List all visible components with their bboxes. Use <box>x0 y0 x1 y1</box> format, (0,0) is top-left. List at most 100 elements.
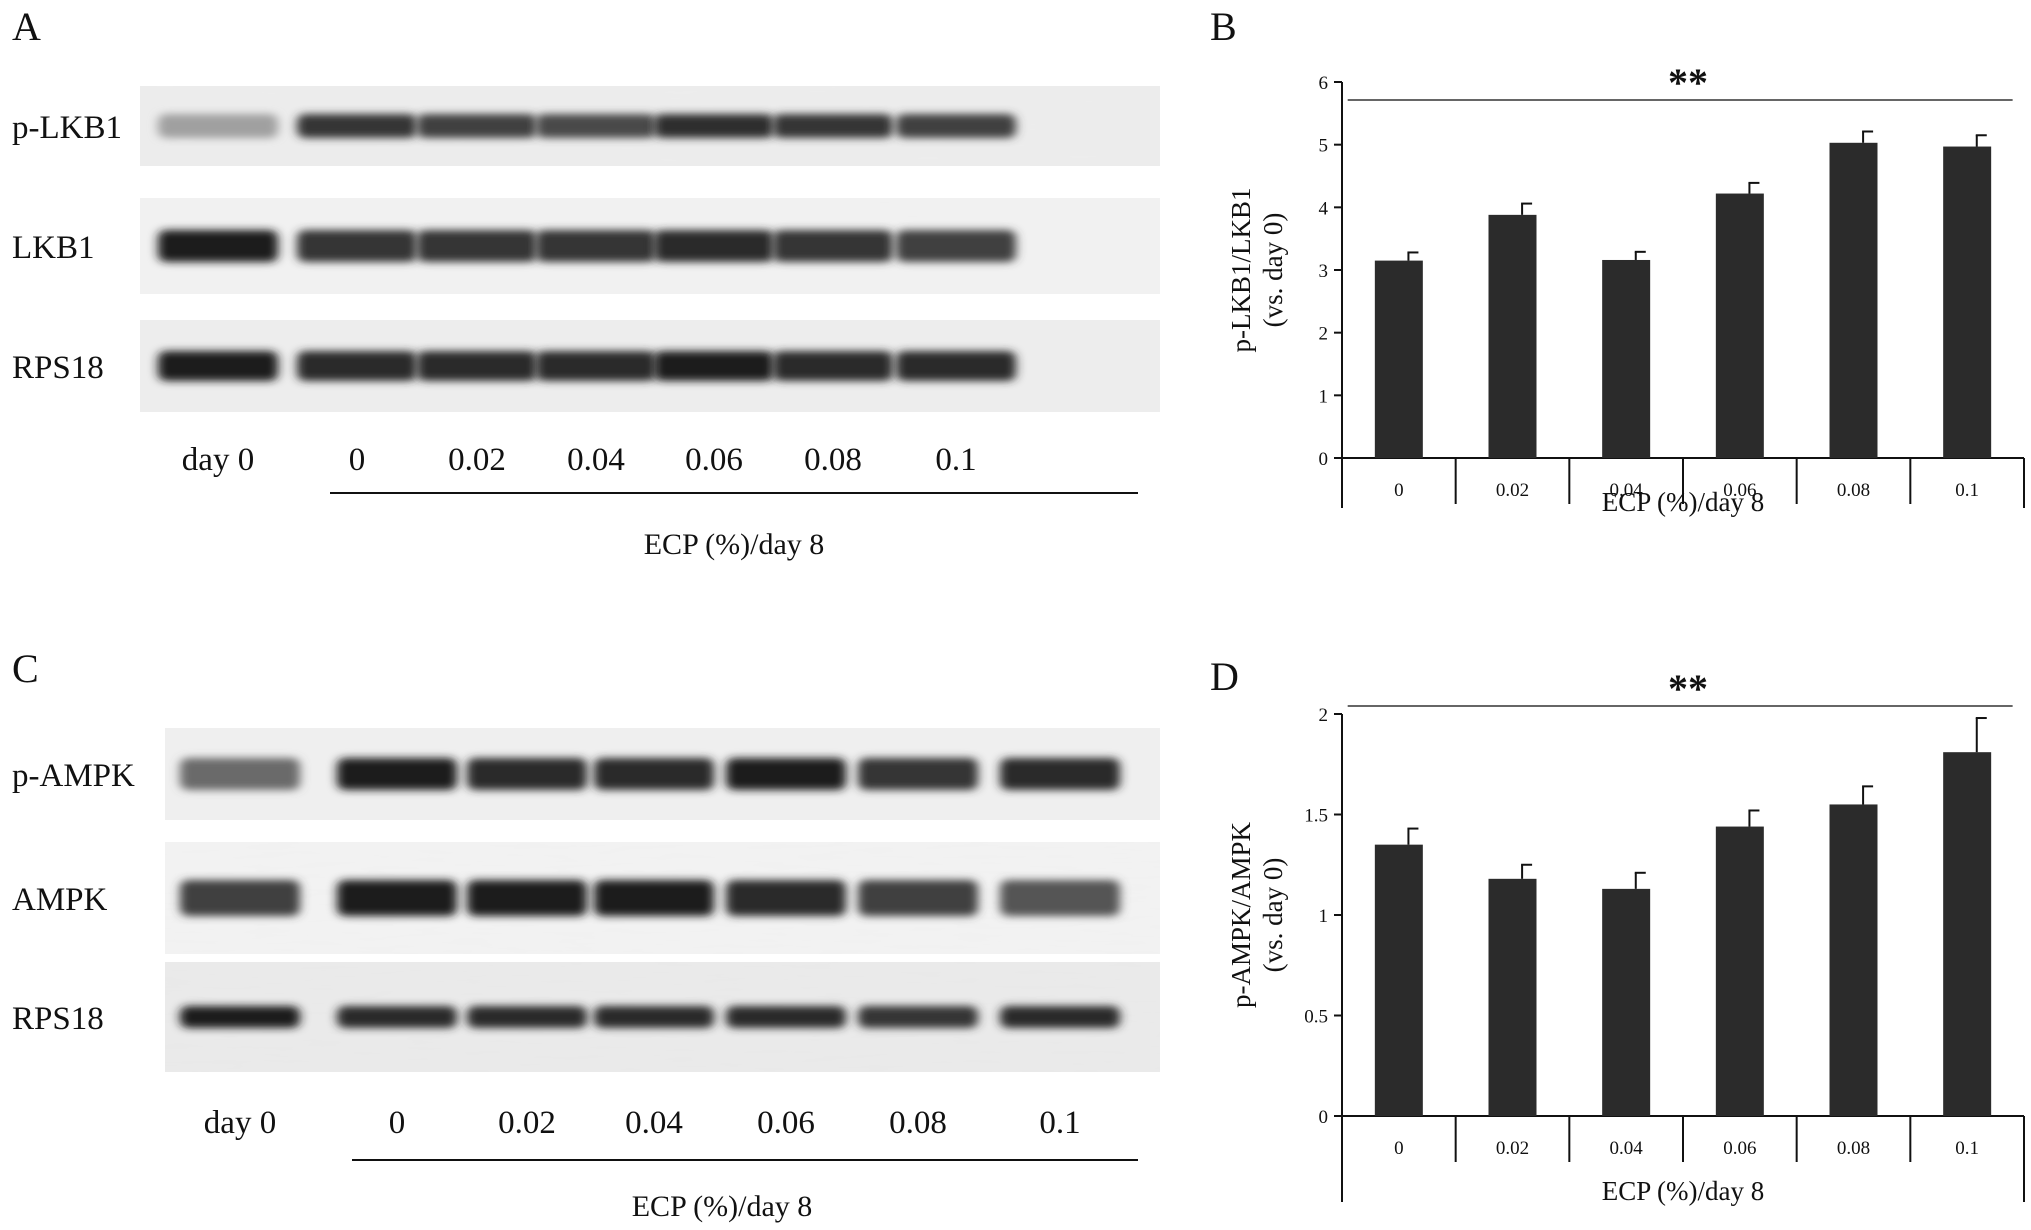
bar <box>1374 260 1423 458</box>
x-category-label: 0.06 <box>1723 1138 1756 1159</box>
bar <box>1488 878 1537 1116</box>
lane-label: 0.1 <box>1039 1105 1080 1141</box>
bar <box>1374 844 1423 1116</box>
blot-band <box>536 230 656 262</box>
lane-label: 0.08 <box>804 442 862 478</box>
y-axis-label-line: p-AMPK/AMPK <box>1226 821 1256 1008</box>
blot-band <box>158 114 278 138</box>
x-category-label: 0 <box>1394 480 1404 501</box>
x-category-label: 0.04 <box>1610 1138 1644 1159</box>
ecp-group-label-bottom: ECP (%)/day 8 <box>632 1190 813 1223</box>
lane-label: 0.04 <box>625 1105 683 1141</box>
lane-label: 0.06 <box>685 442 743 478</box>
blot-band <box>594 1006 714 1028</box>
x-axis-label: ECP (%)/day 8 <box>1602 1176 1764 1206</box>
x-axis-label: ECP (%)/day 8 <box>1602 487 1764 517</box>
bar <box>1715 193 1764 458</box>
lane-label: 0 <box>389 1105 406 1141</box>
y-tick-label: 1 <box>1319 906 1329 927</box>
y-tick-label: 1.5 <box>1304 806 1328 827</box>
blot-band <box>180 1006 300 1028</box>
x-category-label: 0.02 <box>1496 480 1529 501</box>
blot-band <box>467 1006 587 1028</box>
blot-band <box>337 880 457 916</box>
blot-band <box>654 351 774 381</box>
blot-band <box>158 351 278 381</box>
bar <box>1488 214 1537 458</box>
western-blot-bottom: p-AMPK AMPK RPS18 day 0 0 0.02 0.04 0.06 0.08 0.… <box>12 728 1160 1223</box>
bar <box>1829 142 1878 458</box>
western-blot-top: p-LKB1 LKB1 RPS18 day 0 0 0.02 0.04 0.06 0.08 0.… <box>12 86 1160 561</box>
blot-band <box>417 230 537 262</box>
blot-band <box>417 114 537 138</box>
y-tick-label: 3 <box>1319 261 1329 282</box>
blot-band <box>297 114 417 138</box>
blot-band <box>654 114 774 138</box>
y-tick-label: 0.5 <box>1304 1007 1328 1028</box>
blot-row-p-lkb1: p-LKB1 <box>12 86 1160 166</box>
lane-label: day 0 <box>204 1105 276 1141</box>
blot-label-ampk: AMPK <box>12 882 108 918</box>
y-tick-label: 0 <box>1319 1107 1329 1128</box>
significance-marker: ** <box>1668 60 1708 105</box>
y-tick-label: 2 <box>1319 705 1329 726</box>
bar <box>1829 804 1878 1116</box>
blot-band <box>180 758 300 790</box>
ecp-group-label-top: ECP (%)/day 8 <box>644 528 825 561</box>
y-tick-label: 4 <box>1319 198 1329 219</box>
lane-label: 0.06 <box>757 1105 815 1141</box>
blot-band <box>773 114 893 138</box>
blot-row-p-ampk: p-AMPK <box>12 728 1160 820</box>
x-category-label: 0.1 <box>1955 480 1979 501</box>
lane-label: 0.1 <box>935 442 976 478</box>
panel-letter-d: D <box>1210 654 1239 699</box>
blot-band <box>297 351 417 381</box>
blot-band <box>726 758 846 790</box>
bar-chart-d: 0 0.5 1 1.5 2 0 0.02 0.04 0.06 0.08 0.1 ** p-AMPK/AM… <box>1226 666 2025 1206</box>
blot-band <box>773 230 893 262</box>
y-axis-label-line: (vs. day 0) <box>1258 858 1288 973</box>
blot-band <box>594 758 714 790</box>
y-tick-label: 2 <box>1319 324 1329 345</box>
blot-band <box>1000 880 1120 916</box>
blot-band <box>180 880 300 916</box>
panel-letter-a: A <box>12 4 41 49</box>
x-category-label: 0.06 <box>1723 480 1756 501</box>
bar-chart-b: 0 1 2 3 4 5 6 0 0.02 0.04 0.06 0.08 0.1 ** p-LKB1/LKB1… <box>1226 60 2025 517</box>
blot-band <box>536 351 656 381</box>
x-category-label: 0.1 <box>1955 1138 1979 1159</box>
bar <box>1943 146 1992 458</box>
blot-band <box>467 758 587 790</box>
x-category-label: 0.08 <box>1837 1138 1870 1159</box>
significance-marker: ** <box>1668 666 1708 711</box>
blot-band <box>337 1006 457 1028</box>
blot-band <box>1000 1006 1120 1028</box>
blot-band <box>536 114 656 138</box>
bar <box>1943 752 1992 1116</box>
y-tick-label: 6 <box>1319 73 1329 94</box>
blot-label-rps18: RPS18 <box>12 1001 104 1037</box>
blot-band <box>773 351 893 381</box>
bar <box>1715 826 1764 1116</box>
blot-row-rps18: RPS18 <box>12 320 1160 412</box>
blot-label-lkb1: LKB1 <box>12 230 95 266</box>
y-tick-label: 0 <box>1319 449 1329 470</box>
blot-band <box>896 114 1016 138</box>
blot-label-rps18: RPS18 <box>12 350 104 386</box>
lane-label: 0.02 <box>448 442 506 478</box>
y-tick-label: 1 <box>1319 386 1329 407</box>
x-category-label: 0.08 <box>1837 480 1870 501</box>
lane-label: day 0 <box>182 442 254 478</box>
blot-band <box>297 230 417 262</box>
blot-band <box>726 880 846 916</box>
y-axis-label-line: p-LKB1/LKB1 <box>1226 188 1256 353</box>
blot-band <box>858 758 978 790</box>
blot-band <box>654 230 774 262</box>
blot-band <box>858 880 978 916</box>
blot-band <box>337 758 457 790</box>
y-axis-label: p-AMPK/AMPK(vs. day 0) <box>1226 821 1288 1008</box>
blot-band <box>417 351 537 381</box>
lane-label: 0.02 <box>498 1105 556 1141</box>
blot-band <box>467 880 587 916</box>
blot-band <box>158 230 278 262</box>
